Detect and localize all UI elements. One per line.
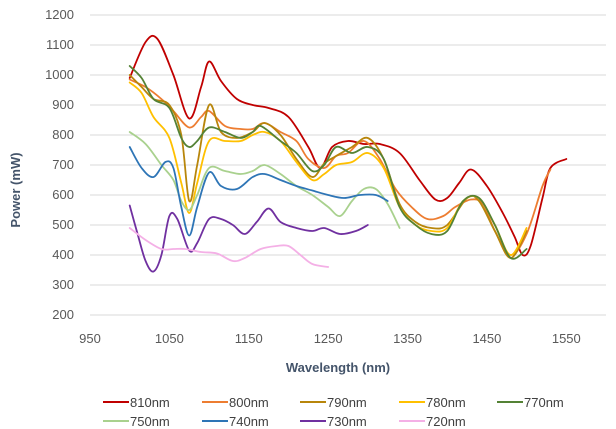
x-axis-title: Wavelength (nm) bbox=[286, 360, 390, 375]
y-axis-ticks: 200 300 400 500 600 700 800 900 1000 1100 1200 bbox=[45, 7, 74, 322]
y-axis-title: Power (mW) bbox=[8, 152, 23, 227]
legend: 810nm 800nm 790nm 780nm 770nm 750nm 740nm 730nm… bbox=[103, 395, 564, 429]
y-tick-label: 500 bbox=[52, 217, 74, 232]
series-line-720nm bbox=[128, 227, 330, 268]
series-line-770nm bbox=[128, 65, 528, 260]
y-tick-label: 1100 bbox=[46, 37, 74, 52]
series-line-740nm bbox=[128, 146, 389, 237]
y-tick-label: 800 bbox=[52, 127, 74, 142]
y-tick-label: 300 bbox=[52, 277, 74, 292]
x-tick-label: 1350 bbox=[393, 331, 422, 346]
y-tick-label: 1000 bbox=[45, 67, 74, 82]
legend-label-780nm: 780nm bbox=[426, 395, 466, 410]
legend-label-730nm: 730nm bbox=[327, 414, 367, 429]
x-tick-label: 1450 bbox=[472, 331, 501, 346]
legend-label-740nm: 740nm bbox=[229, 414, 269, 429]
gridlines bbox=[90, 14, 606, 316]
x-axis-ticks: 950 1050 1150 1250 1350 1450 1550 bbox=[79, 331, 581, 346]
series-line-730nm bbox=[128, 204, 369, 273]
legend-label-800nm: 800nm bbox=[229, 395, 269, 410]
series-lines bbox=[128, 34, 568, 273]
x-tick-label: 950 bbox=[79, 331, 101, 346]
y-tick-label: 1200 bbox=[45, 7, 74, 22]
legend-label-720nm: 720nm bbox=[426, 414, 466, 429]
legend-label-770nm: 770nm bbox=[524, 395, 564, 410]
x-tick-label: 1150 bbox=[235, 331, 263, 346]
x-tick-label: 1250 bbox=[314, 331, 343, 346]
y-tick-label: 200 bbox=[52, 307, 74, 322]
y-tick-label: 700 bbox=[52, 157, 74, 172]
series-line-810nm bbox=[128, 34, 568, 257]
x-tick-label: 1050 bbox=[155, 331, 184, 346]
legend-label-750nm: 750nm bbox=[130, 414, 170, 429]
y-tick-label: 600 bbox=[52, 187, 74, 202]
y-tick-label: 400 bbox=[52, 247, 74, 262]
y-tick-label: 900 bbox=[52, 97, 74, 112]
x-tick-label: 1550 bbox=[552, 331, 581, 346]
legend-label-790nm: 790nm bbox=[327, 395, 367, 410]
legend-label-810nm: 810nm bbox=[130, 395, 170, 410]
